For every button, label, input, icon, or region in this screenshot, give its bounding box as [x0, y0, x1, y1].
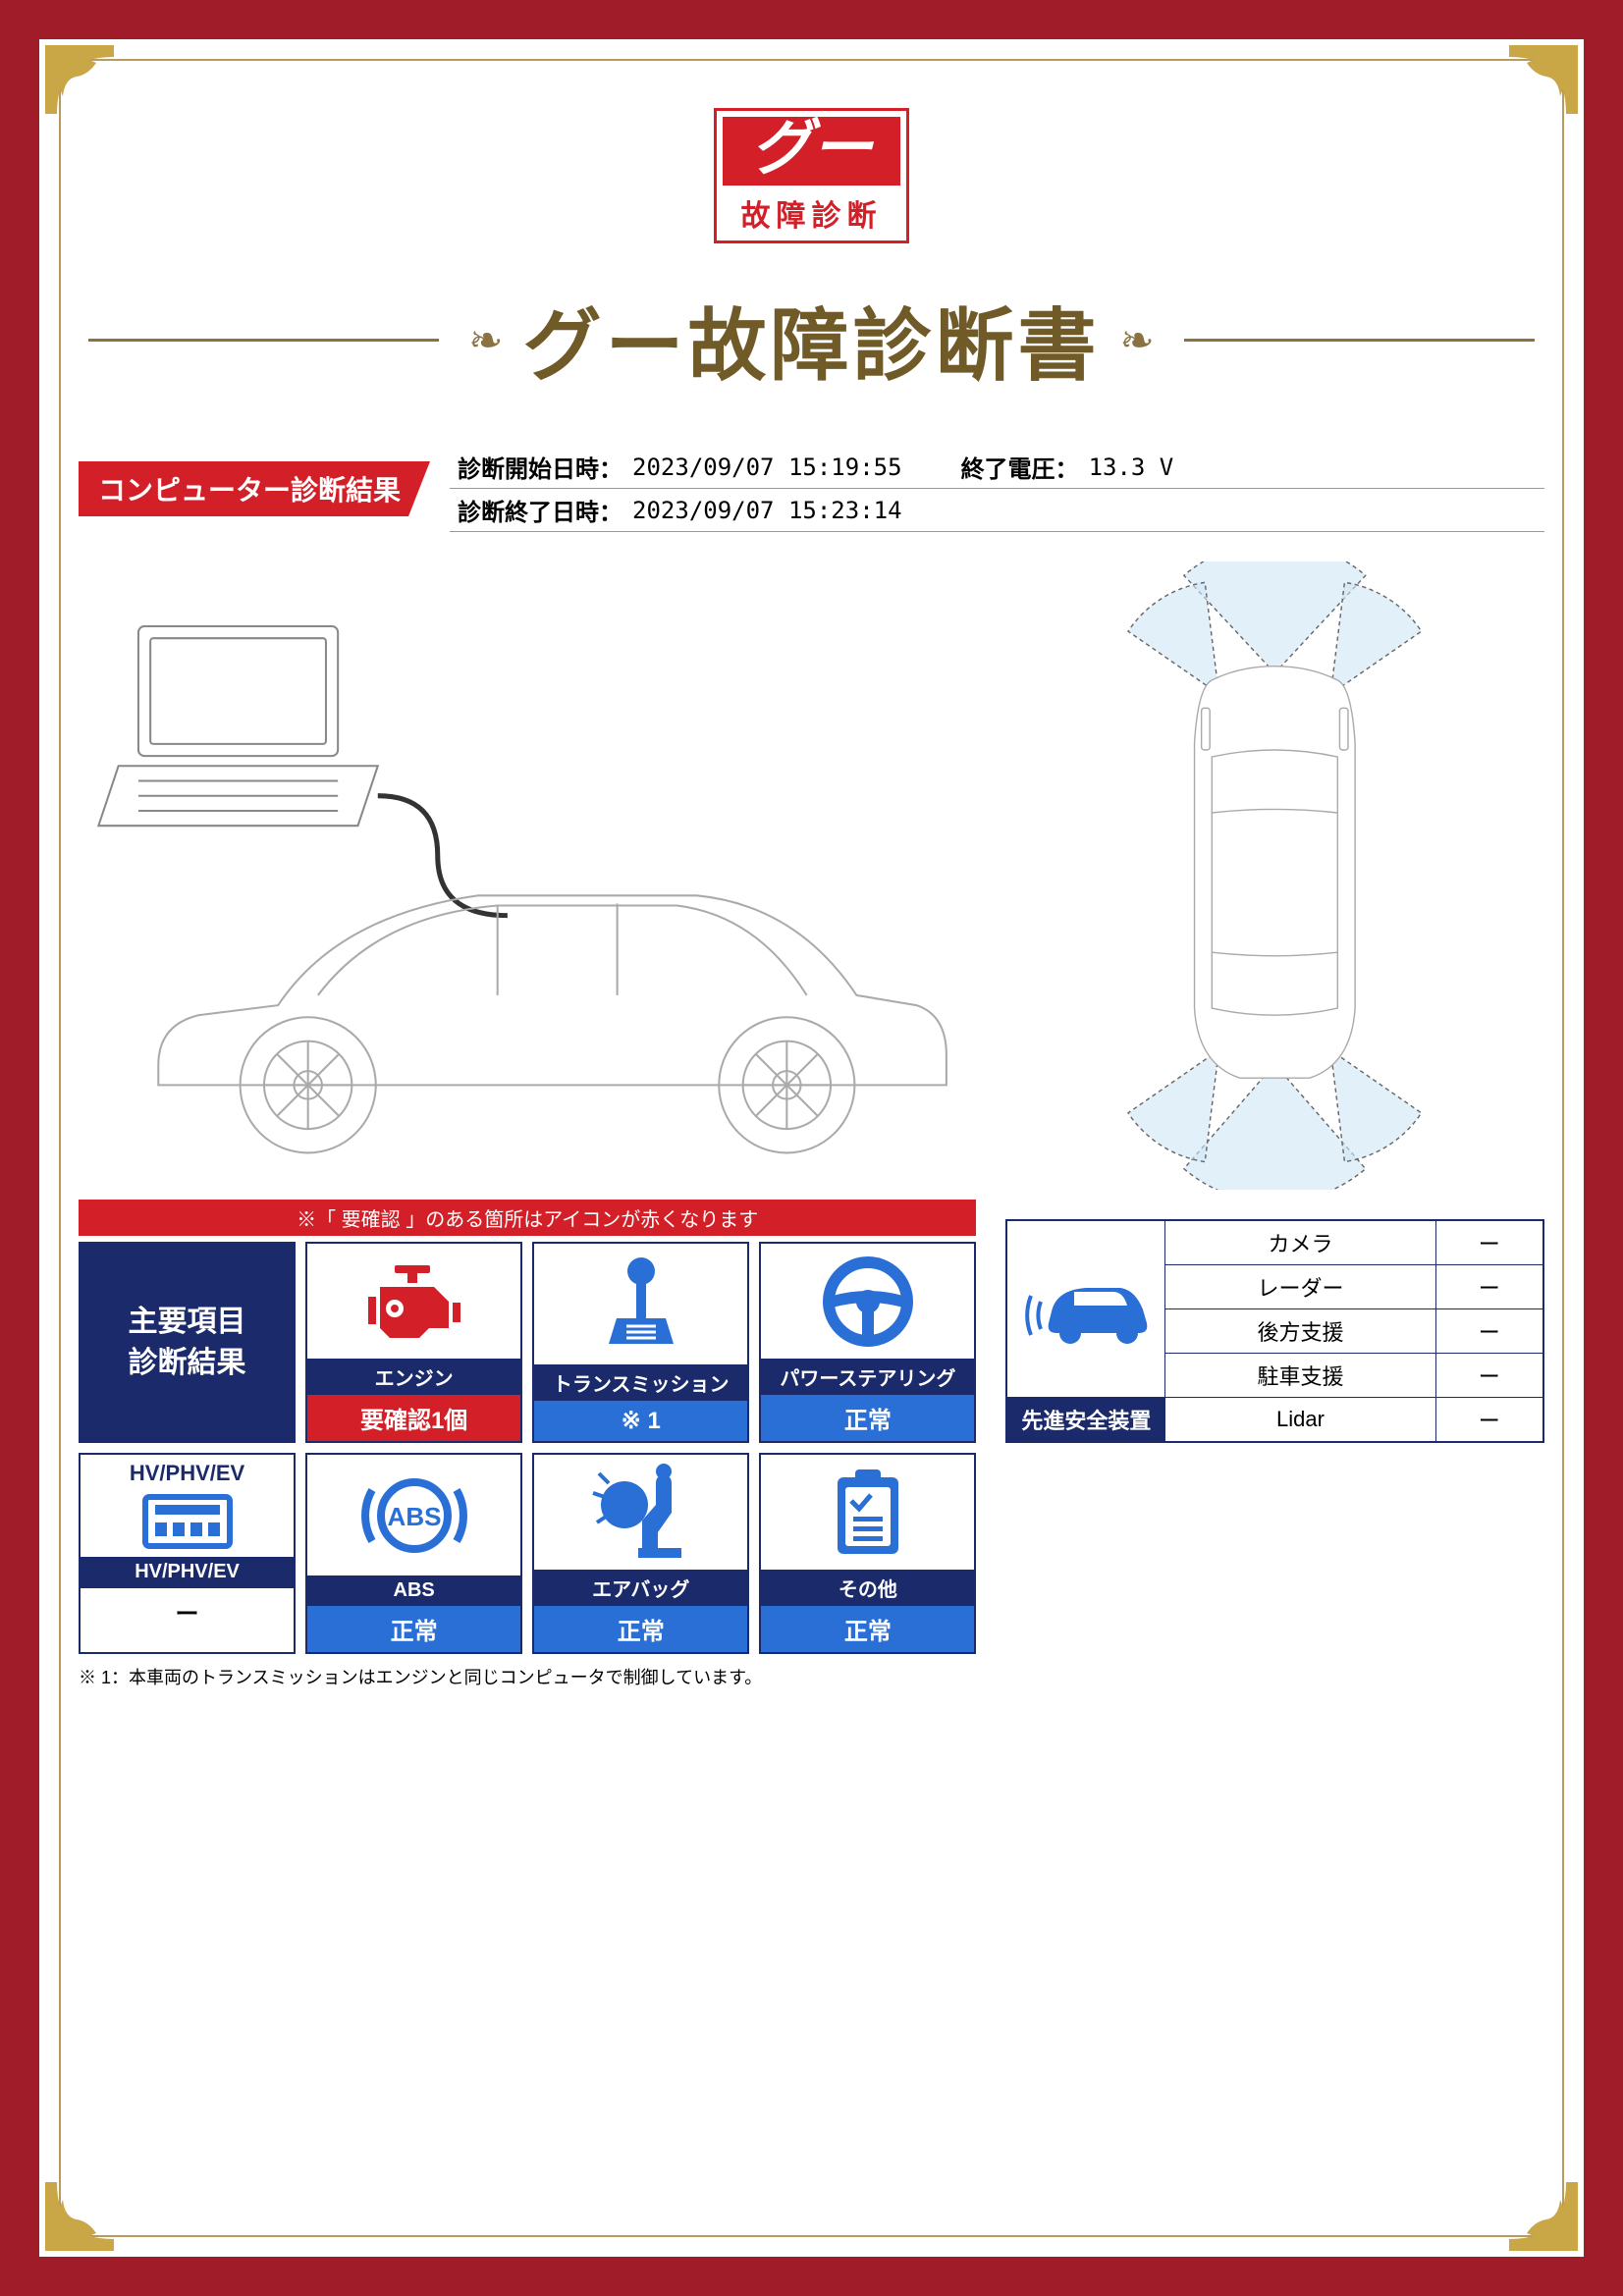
- safety-row-label: カメラ: [1165, 1220, 1435, 1265]
- diag-item-status: ※ 1: [534, 1401, 747, 1441]
- engine-icon: [307, 1244, 520, 1359]
- start-value: 2023/09/07 15:19:55: [632, 454, 902, 481]
- diag-item-status: ー: [81, 1587, 294, 1634]
- start-label: 診断開始日時：: [458, 450, 622, 484]
- info-row-start: 診断開始日時： 2023/09/07 15:19:55 終了電圧： 13.3 V: [450, 446, 1544, 489]
- safety-row-label: 駐車支援: [1165, 1354, 1435, 1398]
- safety-row-label: レーダー: [1165, 1265, 1435, 1309]
- diag-item-other: その他 正常: [759, 1453, 976, 1654]
- safety-panel: カメラ ー レーダー ー 後方支援 ー 駐車支援 ー 先進安全装置Lidarー: [1005, 1200, 1544, 1689]
- safety-row-value: ー: [1435, 1265, 1543, 1309]
- end-value: 2023/09/07 15:23:14: [632, 497, 902, 524]
- diag-item-steering: パワーステアリング 正常: [759, 1242, 976, 1443]
- title-line: [1184, 339, 1535, 342]
- diag-item-label: パワーステアリング: [761, 1359, 974, 1395]
- safety-row-value: ー: [1435, 1354, 1543, 1398]
- safety-header: 先進安全装置: [1006, 1398, 1165, 1443]
- diag-panel: ※「 要確認 」のある箇所はアイコンが赤くなります 主要項目 診断結果: [79, 1200, 976, 1689]
- info-row-end: 診断終了日時： 2023/09/07 15:23:14: [450, 489, 1544, 532]
- car-top-view: [1005, 561, 1544, 1190]
- diag-header-text: 主要項目 診断結果: [129, 1302, 246, 1384]
- transmission-icon: [534, 1244, 747, 1364]
- diag-header-cell: 主要項目 診断結果: [79, 1242, 296, 1443]
- car-illustrations: [79, 561, 1544, 1190]
- diag-item-label: トランスミッション: [534, 1364, 747, 1401]
- diag-item-label: HV/PHV/EV: [81, 1557, 294, 1587]
- steering-icon: [761, 1244, 974, 1359]
- title-line: [88, 339, 439, 342]
- diag-item-transmission: トランスミッション ※ 1: [532, 1242, 749, 1443]
- logo-sub: 故障診断: [723, 191, 899, 235]
- diag-item-label: エンジン: [307, 1359, 520, 1395]
- lower-area: ※「 要確認 」のある箇所はアイコンが赤くなります 主要項目 診断結果: [79, 1200, 1544, 1689]
- logo: グー 故障診断: [79, 108, 1544, 243]
- corner-ornament-icon: [45, 2182, 114, 2251]
- info-fields: 診断開始日時： 2023/09/07 15:19:55 終了電圧： 13.3 V…: [450, 446, 1544, 532]
- safety-row-label: Lidar: [1165, 1398, 1435, 1443]
- flourish-icon: ❧: [468, 316, 503, 364]
- diag-item-abs: ABS ABS 正常: [305, 1453, 522, 1654]
- corner-ornament-icon: [1509, 2182, 1578, 2251]
- title-row: ❧ グー故障診断書 ❧: [79, 283, 1544, 397]
- diag-item-status: 正常: [534, 1606, 747, 1652]
- logo-main: グー: [723, 117, 899, 186]
- diag-item-label: ABS: [307, 1575, 520, 1606]
- diag-item-status: 正常: [761, 1606, 974, 1652]
- diag-item-status: 正常: [307, 1606, 520, 1652]
- safety-car-icon: [1006, 1220, 1165, 1398]
- safety-row-value: ー: [1435, 1398, 1543, 1443]
- page-title: グー故障診断書: [523, 283, 1101, 397]
- clipboard-icon: [761, 1455, 974, 1570]
- voltage-label: 終了電圧：: [961, 450, 1079, 484]
- diag-notice: ※「 要確認 」のある箇所はアイコンが赤くなります: [79, 1200, 976, 1236]
- diag-item-label: その他: [761, 1570, 974, 1606]
- logo-box: グー 故障診断: [714, 108, 908, 243]
- airbag-icon: [534, 1455, 747, 1570]
- flourish-icon: ❧: [1120, 316, 1155, 364]
- page: グー 故障診断 ❧ グー故障診断書 ❧ コンピューター診断結果 診断開始日時： …: [39, 39, 1584, 2257]
- section-tab: コンピューター診断結果: [79, 461, 430, 516]
- safety-table: カメラ ー レーダー ー 後方支援 ー 駐車支援 ー 先進安全装置Lidarー: [1005, 1219, 1544, 1443]
- hv-top-text: HV/PHV/EV: [81, 1455, 294, 1486]
- hv-icon: [81, 1486, 294, 1557]
- svg-text:ABS: ABS: [387, 1502, 441, 1531]
- safety-row-value: ー: [1435, 1309, 1543, 1354]
- diag-item-engine: エンジン 要確認1個: [305, 1242, 522, 1443]
- safety-row-label: 後方支援: [1165, 1309, 1435, 1354]
- diag-item-status: 正常: [761, 1395, 974, 1441]
- car-side-view: [79, 561, 976, 1190]
- diag-item-label: エアバッグ: [534, 1570, 747, 1606]
- diag-item-airbag: エアバッグ 正常: [532, 1453, 749, 1654]
- safety-row-value: ー: [1435, 1220, 1543, 1265]
- diag-item-hv: HV/PHV/EV: [79, 1453, 296, 1654]
- abs-icon: ABS: [307, 1455, 520, 1575]
- corner-ornament-icon: [1509, 45, 1578, 114]
- end-label: 診断終了日時：: [458, 493, 622, 527]
- corner-ornament-icon: [45, 45, 114, 114]
- diag-footnote: ※ 1：本車両のトランスミッションはエンジンと同じコンピュータで制御しています。: [79, 1664, 976, 1689]
- diag-grid: 主要項目 診断結果: [79, 1242, 976, 1654]
- voltage-value: 13.3 V: [1089, 454, 1174, 481]
- section-header: コンピューター診断結果 診断開始日時： 2023/09/07 15:19:55 …: [79, 446, 1544, 532]
- diag-item-status: 要確認1個: [307, 1395, 520, 1441]
